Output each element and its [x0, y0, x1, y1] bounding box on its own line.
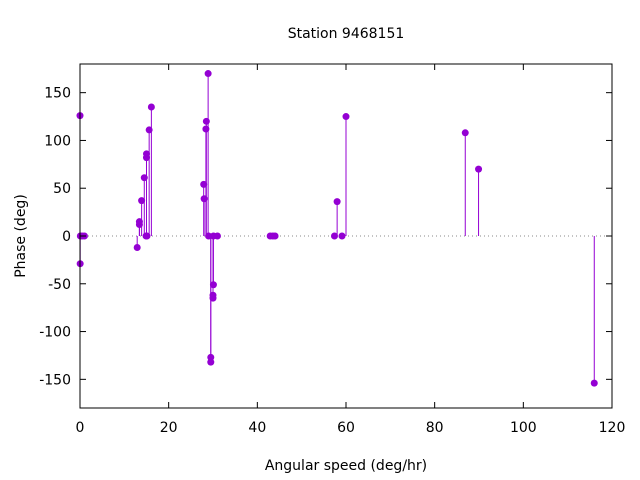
data-point	[200, 180, 208, 188]
data-point	[202, 117, 210, 125]
data-point	[271, 232, 279, 240]
data-point	[143, 150, 150, 158]
data-point	[138, 197, 146, 205]
y-tick-label: 0	[62, 229, 71, 245]
points-layer	[76, 70, 598, 387]
chart-title: Station 9468151	[288, 26, 405, 42]
data-point	[145, 126, 153, 134]
data-point	[333, 198, 341, 206]
y-tick-label: -150	[39, 372, 71, 388]
data-point	[342, 113, 350, 121]
data-point	[338, 232, 346, 240]
data-point	[147, 103, 155, 111]
data-point	[133, 243, 141, 251]
data-point	[135, 218, 143, 226]
data-point	[140, 174, 148, 182]
data-point	[475, 165, 483, 173]
y-tick-label: -100	[39, 325, 71, 341]
axis-ticks-layer: 0 20 40 60 80 100 120 -150 -100 -50 0 50 100 150	[39, 64, 625, 436]
x-tick-label: 20	[160, 420, 178, 436]
x-tick-label: 60	[337, 420, 355, 436]
data-point	[590, 379, 598, 387]
x-tick-label: 40	[248, 420, 266, 436]
x-tick-label: 0	[76, 420, 85, 436]
x-axis-label: Angular speed (deg/hr)	[265, 458, 427, 474]
data-point	[461, 129, 469, 137]
data-point	[330, 232, 338, 240]
data-point	[207, 353, 215, 361]
data-point	[213, 232, 221, 240]
y-axis-label: Phase (deg)	[13, 194, 29, 278]
x-tick-label: 80	[426, 420, 444, 436]
y-tick-label: -50	[48, 277, 71, 293]
x-tick-label: 100	[510, 420, 537, 436]
data-point	[202, 125, 210, 133]
data-point	[205, 232, 213, 240]
data-point	[143, 232, 151, 240]
data-point	[200, 195, 208, 203]
x-tick-label: 120	[599, 420, 626, 436]
data-point	[204, 70, 212, 78]
y-tick-label: 100	[44, 133, 71, 149]
data-point	[209, 281, 217, 289]
y-tick-label: 150	[44, 86, 71, 102]
y-tick-label: 50	[53, 181, 71, 197]
data-point	[209, 291, 217, 299]
